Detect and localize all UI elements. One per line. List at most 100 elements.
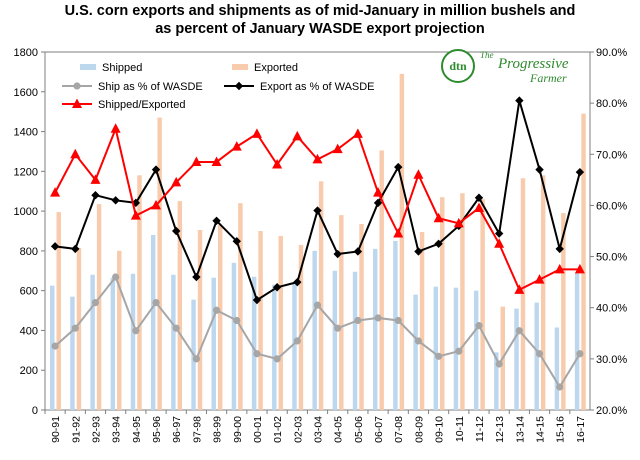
x-axis-category-label: 01-02 — [272, 416, 284, 443]
export-pct-wasde-point — [293, 277, 302, 287]
exported-bar — [399, 73, 405, 410]
ship-pct-wasde-point — [91, 299, 100, 307]
exported-bar — [56, 212, 61, 410]
shipped-exported-point — [574, 263, 585, 274]
export-pct-wasde-point — [192, 272, 201, 282]
ship-pct-wasde-point — [535, 350, 544, 358]
x-axis-category-label: 10-11 — [454, 416, 466, 442]
shipped-exported-point — [90, 174, 101, 184]
ship-pct-wasde-point — [233, 316, 241, 325]
exported-bar — [117, 250, 122, 410]
x-axis-category-label: 93-94 — [111, 416, 123, 443]
x-axis-category-label: 97-98 — [191, 416, 203, 443]
exported-bar — [298, 244, 304, 410]
shipped-exported-point — [211, 156, 222, 166]
ship-pct-wasde-point — [576, 350, 584, 358]
shipped-bar — [312, 250, 317, 410]
ship-pct-wasde-point — [273, 355, 281, 363]
left-axis-tick-label: 200 — [20, 365, 38, 377]
shipped-exported-point — [171, 176, 182, 187]
shipped-bar — [70, 296, 75, 410]
export-pct-wasde-point — [212, 216, 221, 225]
ship-pct-wasde-point — [71, 324, 79, 332]
logo-word-progressive: Progressive — [497, 56, 569, 72]
export-pct-wasde-point — [555, 244, 564, 254]
ship-pct-wasde-point — [132, 327, 140, 335]
export-pct-wasde-point — [515, 96, 524, 105]
right-axis-tick-label: 30.0% — [596, 354, 627, 366]
x-axis-category-label: 16-17 — [575, 416, 587, 443]
export-pct-wasde-point — [232, 237, 241, 246]
shipped-bar — [352, 271, 358, 410]
shipped-bar — [574, 272, 580, 410]
ship-pct-wasde-point — [414, 337, 423, 345]
exported-bar — [581, 113, 586, 411]
legend-swatch-exported — [232, 64, 248, 70]
x-axis-category-label: 11-12 — [474, 416, 486, 442]
ship-pct-wasde-point — [192, 355, 200, 363]
shipped-bar — [272, 284, 277, 410]
ship-pct-wasde-point — [394, 316, 402, 325]
left-axis-tick-label: 400 — [20, 325, 38, 337]
shipped-bar — [514, 308, 519, 410]
x-axis-category-label: 91-92 — [70, 416, 82, 443]
legend-label: Export as % of WASDE — [260, 81, 375, 93]
x-axis-category-label: 06-07 — [373, 416, 385, 443]
shipped-bar — [171, 274, 176, 410]
shipped-bar — [393, 240, 398, 410]
ship-pct-wasde-point — [435, 352, 443, 360]
right-axis-tick-label: 70.0% — [596, 149, 627, 161]
legend-label: Shipped/Exported — [98, 99, 185, 111]
shipped-bar — [473, 290, 479, 410]
x-axis-category-label: 99-00 — [232, 416, 244, 443]
right-axis-tick-label: 90.0% — [596, 47, 627, 59]
exported-bar — [359, 224, 364, 410]
shipped-exported-point — [272, 159, 283, 169]
exported-bar — [561, 213, 566, 410]
shipped-bar — [554, 327, 560, 410]
export-pct-wasde-point — [272, 283, 282, 292]
ship-pct-wasde-point — [293, 337, 301, 345]
shipped-exported-point — [554, 263, 565, 274]
x-axis-category-label: 00-01 — [252, 416, 264, 443]
ship-pct-wasde-point — [515, 327, 523, 335]
export-pct-wasde-point — [50, 242, 60, 251]
dtn-logo-circle — [441, 49, 475, 83]
legend-marker-export-pct-wasde — [234, 81, 244, 91]
exported-bar — [379, 150, 384, 410]
left-axis-tick-label: 600 — [20, 286, 38, 298]
shipped-exported-point — [292, 130, 303, 141]
right-axis-tick-label: 20.0% — [596, 405, 627, 417]
export-pct-wasde-point — [434, 239, 443, 248]
exported-bar — [76, 247, 82, 410]
right-axis-tick-label: 80.0% — [596, 98, 627, 110]
left-axis-tick-label: 800 — [20, 246, 38, 258]
ship-pct-wasde-point — [455, 347, 463, 355]
ship-pct-wasde-point — [354, 316, 362, 325]
shipped-exported-point — [191, 156, 202, 166]
shipped-exported-point — [50, 187, 61, 197]
x-axis-category-label: 09-10 — [434, 416, 446, 443]
progressive-farmer-logo: dtn The Progressive Farmer — [441, 49, 569, 85]
dtn-logo-text: dtn — [449, 59, 467, 73]
exported-bar — [480, 199, 485, 410]
shipped-bar — [373, 248, 378, 410]
exported-bar — [197, 230, 203, 410]
ship-pct-wasde-point — [556, 383, 564, 391]
exported-bar — [318, 181, 324, 410]
export-pct-wasde-point — [494, 229, 504, 238]
x-axis-category-label: 95-96 — [151, 416, 163, 443]
export-pct-wasde-point — [71, 244, 80, 254]
ship-pct-wasde-point — [112, 273, 120, 281]
left-axis-tick-label: 0 — [32, 405, 38, 417]
shipped-exported-point — [433, 212, 444, 223]
right-axis-tick-label: 50.0% — [596, 252, 627, 264]
shipped-exported-point — [494, 238, 505, 248]
x-axis-category-label: 90-91 — [50, 416, 62, 443]
shipped-bar — [494, 352, 499, 410]
ship-pct-wasde-point — [51, 342, 59, 350]
legend-swatch-shipped — [80, 64, 96, 70]
x-axis-category-label: 15-16 — [555, 416, 567, 443]
export-pct-wasde-point — [172, 226, 181, 236]
